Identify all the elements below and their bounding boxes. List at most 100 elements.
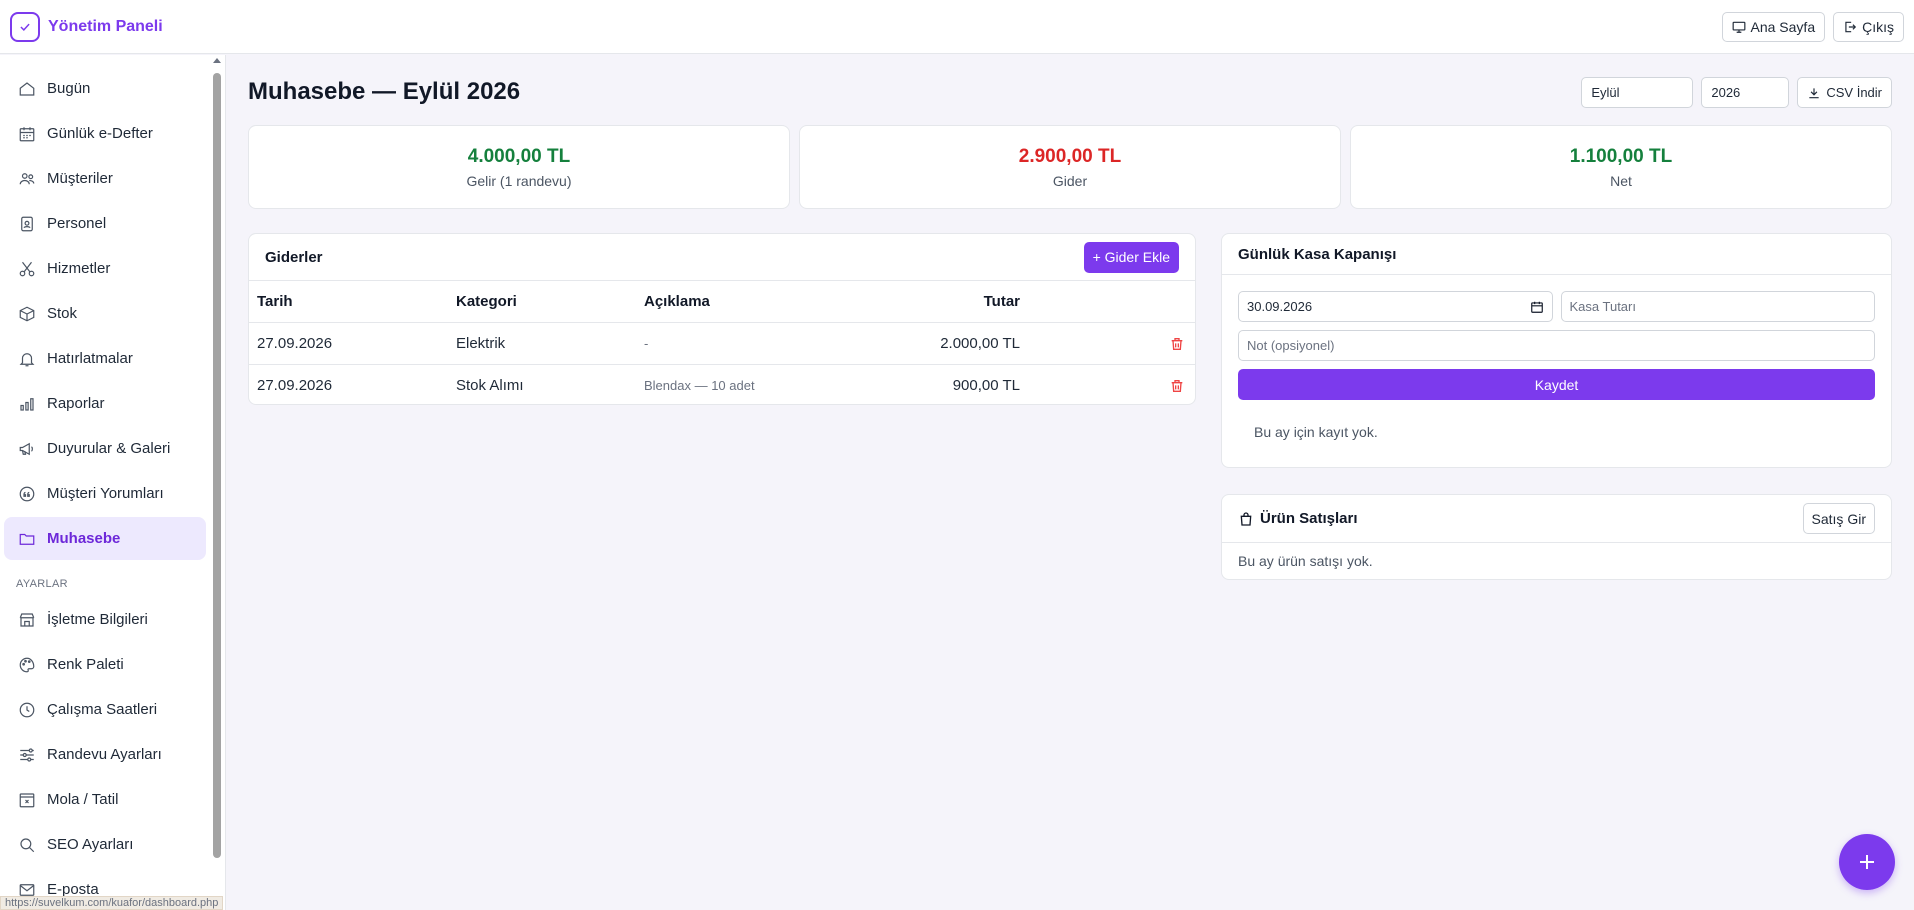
folder-icon [19,533,35,545]
sidebar-item-label: Personel [47,215,107,232]
sliders-icon [20,747,34,762]
monitor-icon [1732,21,1745,33]
sidebar-item-label: Çalışma Saatleri [47,701,158,718]
column-header-description: Açıklama [636,281,886,323]
sidebar-item-renk-paleti[interactable]: Renk Paleti [4,643,206,686]
sidebar-item-personel[interactable]: Personel [4,202,206,245]
sidebar-item-label: Günlük e-Defter [47,125,153,142]
csv-download-label: CSV İndir [1826,85,1882,100]
box-icon [19,306,35,321]
closing-date-input[interactable]: 30.09.2026 [1238,291,1553,322]
note-input[interactable]: Not (opsiyonel) [1238,330,1875,361]
logout-button[interactable]: Çıkış [1833,11,1904,42]
sidebar-item-raporlar[interactable]: Raporlar [4,382,206,425]
sidebar-item-hizmetler[interactable]: Hizmetler [4,247,206,290]
calendar-icon [19,126,35,141]
table-row: 27.09.2026 Stok Alımı Blendax — 10 adet … [249,364,1195,406]
clock-icon [19,702,35,717]
product-sales-card: Ürün Satışları Satış Gir Bu ay ürün satı… [1221,494,1892,580]
expense-category: Elektrik [448,322,636,365]
net-label: Net [1610,172,1632,189]
sidebar-item-e-posta[interactable]: E-posta [4,868,206,910]
home-button-label: Ana Sayfa [1750,18,1816,35]
sidebar-item-label: Stok [47,305,78,322]
year-input[interactable]: 2026 [1701,77,1790,108]
sidebar-item-label: SEO Ayarları [47,836,134,853]
scissors-icon [19,261,35,276]
palette-icon [19,657,35,672]
megaphone-icon [19,442,33,455]
sidebar-item-label: Hatırlatmalar [47,350,133,367]
expense-amount: 900,00 TL [952,376,1020,394]
sidebar-item-label: Müşteriler [47,170,113,187]
home-icon [19,81,35,96]
calendar-picker-icon[interactable] [1530,300,1544,314]
trash-icon[interactable] [1169,378,1185,394]
save-button[interactable]: Kaydet [1238,369,1875,400]
sidebar-item-bugun[interactable]: Bugün [4,67,206,110]
shop-icon [19,612,35,627]
users-icon [19,172,35,184]
trash-icon[interactable] [1169,336,1185,352]
csv-download-button[interactable]: CSV İndir [1797,77,1892,108]
app-title: Yönetim Paneli [48,17,163,35]
net-stat-card: 1.100,00 TL Net [1350,125,1892,209]
expense-value: 2.900,00 TL [1018,145,1122,167]
expense-stat-card: 2.900,00 TL Gider [799,125,1341,209]
sidebar-item-label: İşletme Bilgileri [47,611,148,628]
expense-amount: 2.000,00 TL [886,322,1028,365]
logout-button-label: Çıkış [1862,18,1894,35]
bar-chart-icon [20,397,34,411]
bell-icon [19,352,35,366]
scroll-thumb[interactable] [213,73,221,858]
closing-date-value: 30.09.2026 [1247,299,1313,314]
product-sales-title: Ürün Satışları [1260,510,1358,527]
fab-add-button[interactable] [1839,834,1895,890]
settings-section-label: AYARLAR [16,578,68,590]
home-button[interactable]: Ana Sayfa [1721,11,1826,42]
column-header-date: Tarih [249,281,448,323]
product-sales-heading: Ürün Satışları [1238,510,1358,527]
expense-description: - [636,322,886,365]
brand[interactable]: Yönetim Paneli [10,11,163,42]
sidebar-item-label: Randevu Ayarları [47,746,162,763]
enter-sale-button[interactable]: Satış Gir [1802,503,1875,534]
column-header-category: Kategori [448,281,636,323]
month-select[interactable]: Eylül [1581,77,1694,108]
sidebar-item-muhasebe[interactable]: Muhasebe [4,517,206,560]
sidebar-item-label: Muhasebe [47,530,121,547]
sidebar-item-yorumlar[interactable]: Müşteri Yorumları [4,472,206,515]
column-header-amount: Tutar [886,281,1028,323]
cash-closing-title: Günlük Kasa Kapanışı [1238,245,1397,263]
sidebar-item-randevu-ayarlari[interactable]: Randevu Ayarları [4,733,206,776]
sidebar-item-stok[interactable]: Stok [4,292,206,335]
sidebar-item-mola-tatil[interactable]: Mola / Tatil [4,778,206,821]
sidebar-item-seo-ayarlari[interactable]: SEO Ayarları [4,823,206,866]
expense-category: Stok Alımı [456,376,524,394]
sidebar-item-label: Hizmetler [47,260,111,277]
sidebar-item-hatirlatmalar[interactable]: Hatırlatmalar [4,337,206,380]
sidebar-scrollbar[interactable] [210,55,224,910]
logout-icon [1845,21,1857,32]
sidebar-item-musteriler[interactable]: Müşteriler [4,157,206,200]
sidebar-item-label: E-posta [47,881,99,898]
sidebar-item-label: Mola / Tatil [47,791,119,808]
download-icon [1809,87,1820,98]
sidebar-item-label: Renk Paleti [47,656,124,673]
add-expense-button[interactable]: + Gider Ekle [1083,241,1179,273]
sidebar-item-calisma-saatleri[interactable]: Çalışma Saatleri [4,688,206,731]
sidebar-item-isletme-bilgileri[interactable]: İşletme Bilgileri [4,598,206,641]
cash-amount-input[interactable]: Kasa Tutarı [1560,291,1875,322]
income-label: Gelir (1 randevu) [466,172,572,189]
sidebar-item-label: Raporlar [47,395,105,412]
income-value: 4.000,00 TL [467,145,571,167]
product-sales-empty-text: Bu ay ürün satışı yok. [1238,553,1373,569]
summary-stats: 4.000,00 TL Gelir (1 randevu) 2.900,00 T… [248,125,1892,209]
scroll-up-arrow-icon[interactable] [213,58,221,63]
sidebar-item-e-defter[interactable]: Günlük e-Defter [4,112,206,155]
id-badge-icon [21,216,33,231]
cash-closing-empty-text: Bu ay için kayıt yok. [1254,424,1378,440]
check-logo-icon [10,11,40,42]
sidebar-item-duyurular[interactable]: Duyurular & Galeri [4,427,206,470]
mail-icon [19,883,35,896]
